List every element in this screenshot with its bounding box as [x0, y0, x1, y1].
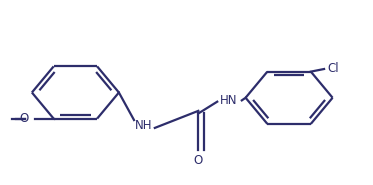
- Text: O: O: [194, 154, 203, 167]
- Text: HN: HN: [220, 94, 237, 107]
- Text: Cl: Cl: [328, 63, 339, 75]
- Text: methoxy: methoxy: [0, 118, 6, 119]
- Text: NH: NH: [135, 119, 152, 132]
- Text: O: O: [20, 112, 29, 125]
